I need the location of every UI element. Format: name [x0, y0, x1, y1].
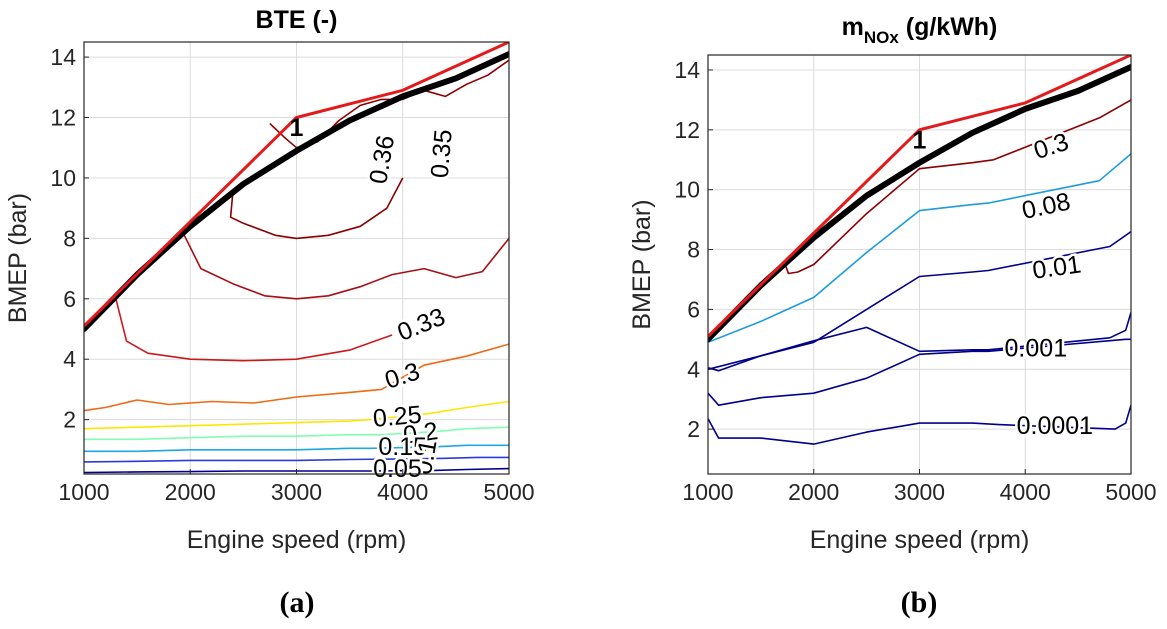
- contour-line-0_3: [784, 99, 1131, 275]
- y-tick-label: 6: [687, 296, 700, 322]
- max-load-line: [84, 42, 509, 328]
- contour-label: 0.3: [1030, 128, 1072, 165]
- y-tick-label: 14: [50, 44, 76, 70]
- contour-line-0_001: [708, 312, 1131, 372]
- y-tick-label: 10: [674, 177, 700, 203]
- chart-title: BTE (-): [256, 6, 338, 34]
- contour-line-unlabeled: [182, 231, 509, 300]
- y-tick-label: 8: [687, 237, 700, 263]
- contour-line-0_36: [229, 177, 404, 240]
- contour-line-0_2: [84, 426, 509, 441]
- contour-line-0_25: [84, 400, 509, 430]
- y-tick-label: 8: [63, 225, 76, 251]
- panel-caption: (b): [901, 586, 938, 619]
- plot-area: [708, 55, 1131, 445]
- x-tick-label: 5000: [1105, 479, 1156, 505]
- y-tick-label: 12: [674, 117, 700, 143]
- contour-line-0_08: [708, 153, 1131, 344]
- plot-area: [84, 42, 509, 474]
- y-tick-label: 4: [63, 346, 76, 372]
- x-tick-label: 5000: [483, 479, 534, 505]
- x-tick-label: 4000: [377, 479, 428, 505]
- chart-title-main: m: [842, 13, 864, 41]
- y-tick-label: 14: [674, 57, 700, 83]
- x-tick-label: 2000: [788, 479, 839, 505]
- y-tick-label: 6: [63, 286, 76, 312]
- chart-panel-nox: 0.3 0.08 0.01 0.001 0.0001 1 1000 2000 3000 4000 5…: [628, 13, 1157, 619]
- y-axis-label: BMEP (bar): [628, 199, 656, 329]
- x-tick-label: 3000: [271, 479, 322, 505]
- contour-label: 0.01: [1031, 250, 1083, 285]
- max-load-line: [708, 55, 1131, 338]
- contour-label: 0.33: [394, 303, 450, 347]
- y-tick-label: 10: [50, 165, 76, 191]
- contour-line-0_33: [115, 298, 393, 362]
- y-tick-label: 2: [687, 416, 700, 442]
- x-tick-label: 2000: [165, 479, 216, 505]
- x-tick-label: 3000: [894, 479, 945, 505]
- x-axis-label: Engine speed (rpm): [810, 526, 1030, 554]
- contour-label: 0.05: [373, 455, 422, 483]
- contour-line-0_05: [84, 467, 509, 474]
- x-tick-label: 1000: [58, 479, 109, 505]
- contour-line-0_3: [84, 343, 509, 412]
- contour-label: 0.001: [1005, 334, 1068, 362]
- contour-label: 0.3: [381, 357, 423, 394]
- y-axis-label: BMEP (bar): [4, 193, 32, 323]
- chart-title-suffix: (g/kWh): [899, 13, 998, 41]
- contour-line-0_0001: [708, 338, 1131, 407]
- x-tick-label: 1000: [682, 479, 733, 505]
- panel-caption: (a): [280, 586, 315, 619]
- contour-line-unlabeled: [708, 404, 1131, 445]
- contour-label: 0.0001: [1017, 412, 1093, 440]
- chart-title-subscript: NOx: [864, 28, 900, 47]
- contour-label: 0.25: [372, 401, 423, 433]
- contour-label: 0.35: [426, 128, 458, 179]
- contour-line-0_15: [84, 444, 509, 453]
- chart-title: mNOx (g/kWh): [842, 13, 998, 47]
- contour-line-0_1: [84, 456, 509, 463]
- y-tick-label: 12: [50, 105, 76, 131]
- y-tick-label: 4: [687, 356, 700, 382]
- point-marker-label: 1: [913, 126, 927, 154]
- contour-label: 0.08: [1019, 188, 1072, 226]
- x-axis-label: Engine speed (rpm): [187, 526, 407, 554]
- contour-label: 0.2: [401, 417, 439, 450]
- point-marker-label: 1: [290, 114, 304, 142]
- contour-label: 0.15: [378, 433, 427, 461]
- x-tick-label: 4000: [1000, 479, 1051, 505]
- y-tick-label: 2: [63, 407, 76, 433]
